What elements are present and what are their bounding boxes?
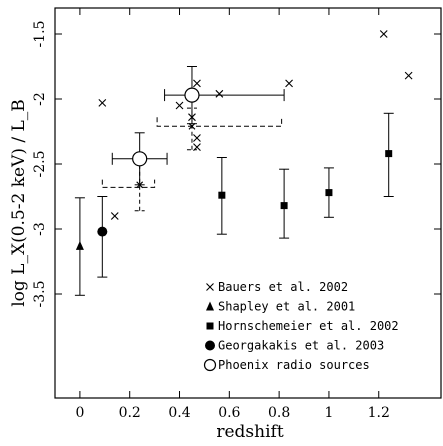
y-tick-label: -2 [32, 92, 48, 106]
x-tick-label: 1 [324, 405, 333, 421]
cross-marker [193, 79, 201, 88]
cross-stroke [215, 89, 224, 98]
legend-label: Hornschemeier et al. 2002 [218, 319, 399, 333]
y-tick-label: -1.5 [32, 21, 48, 48]
dashed-limit-box [101, 179, 156, 188]
y-tick-label: -2.5 [32, 151, 48, 178]
cross-stroke [193, 79, 201, 88]
legend-label: Phoenix radio sources [218, 358, 370, 372]
legend-label: Georgakakis et al. 2003 [218, 339, 384, 353]
cross-stroke [188, 122, 196, 130]
cross-stroke [193, 134, 201, 142]
square-marker [280, 202, 288, 210]
x-tick-label: 0.4 [168, 405, 190, 421]
error-bar [97, 196, 108, 278]
legend: Bauers et al. 2002 Shapley et al. 2001 Hor… [203, 280, 399, 372]
cross-marker [404, 71, 413, 80]
y-tick-label: -3.5 [32, 281, 48, 308]
cross-stroke [404, 71, 413, 80]
legend-label: Shapley et al. 2001 [218, 300, 355, 314]
dashed-error-bar [186, 107, 197, 151]
cross-stroke [206, 283, 214, 291]
triangle-marker [206, 301, 214, 311]
cross-marker [110, 212, 119, 220]
cross-stroke [285, 79, 293, 88]
cross-stroke [110, 212, 119, 220]
legend-label: Bauers et al. 2002 [218, 280, 348, 294]
cross-marker [206, 283, 214, 291]
square-marker [206, 322, 214, 330]
filled-circle-marker [97, 226, 108, 237]
square-marker [385, 150, 393, 158]
cross-stroke [98, 99, 107, 107]
cross-marker [215, 89, 224, 98]
open-circle-marker [203, 358, 217, 372]
cross-marker [98, 99, 107, 107]
triangle-marker [75, 240, 84, 250]
filled-circle-marker [205, 340, 215, 351]
dashed-limit-box [156, 117, 283, 127]
cross-marker [193, 134, 201, 142]
data-marks [74, 30, 413, 296]
cross-marker [188, 122, 196, 130]
square-marker [218, 191, 226, 199]
cross-stroke [175, 101, 184, 110]
axis-ticks: 0 0.2 0.4 0.6 0.8 1 1.2 -1.5 -2 -2.5 -3 -3.5 [32, 8, 441, 421]
y-tick-label: -3 [32, 222, 48, 236]
cross-stroke [379, 30, 388, 38]
square-marker [325, 189, 333, 197]
x-tick-label: 0.8 [268, 405, 290, 421]
x-tick-label: 0.2 [119, 405, 141, 421]
plot-frame [54, 7, 442, 399]
x-tick-label: 1.2 [368, 405, 390, 421]
x-axis-label: redshift [216, 422, 283, 442]
x-tick-label: 0 [75, 405, 84, 421]
y-axis-label: log L_X(0.5-2 keV) / L_B [9, 99, 29, 307]
cross-marker [175, 101, 184, 110]
open-circle-marker [132, 151, 148, 167]
cross-marker [379, 30, 388, 38]
cross-marker [285, 79, 293, 88]
open-circle-marker [184, 87, 200, 103]
x-tick-label: 0.6 [218, 405, 240, 421]
